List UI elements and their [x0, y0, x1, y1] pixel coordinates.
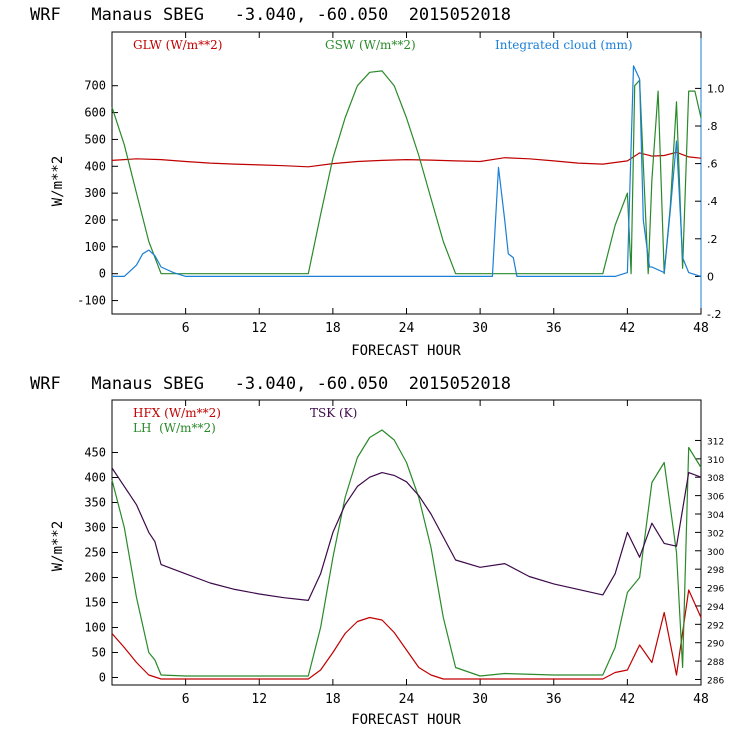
top-x-tick-label: 42 — [620, 321, 636, 336]
bottom-x-tick-label: 24 — [399, 692, 415, 707]
bottom-right-tick-label: 292 — [707, 621, 724, 631]
bottom-chart-title: WRF Manaus SBEG -3.040, -60.050 20150520… — [30, 374, 511, 394]
top-plot-frame — [111, 31, 702, 315]
bottom-right-tick-label: 298 — [707, 566, 724, 576]
bottom-plot-frame — [111, 399, 702, 686]
top-chart-title: WRF Manaus SBEG -3.040, -60.050 20150520… — [30, 5, 511, 25]
legend-integrated-cloud: Integrated cloud (mm) — [495, 38, 633, 52]
top-y-tick-label: 700 — [84, 79, 106, 93]
legend-lh: LH (W/m**2) — [133, 421, 216, 435]
bottom-x-tick-label: 42 — [620, 692, 636, 707]
bottom-right-tick-label: 300 — [707, 548, 724, 558]
bottom-right-tick-label: 310 — [707, 456, 724, 466]
bottom-x-tick-label: 6 — [182, 692, 190, 707]
legend-hfx: HFX (W/m**2) — [133, 406, 221, 420]
top-right-tick-label: 0 — [707, 270, 714, 283]
bottom-right-tick-label: 308 — [707, 474, 724, 484]
bottom-right-tick-label: 294 — [707, 603, 724, 613]
bottom-right-tick-label: 312 — [707, 437, 724, 447]
top-y-tick-label: 400 — [84, 159, 106, 173]
legend-glw: GLW (W/m**2) — [133, 38, 222, 52]
bottom-y-tick-label: 450 — [84, 446, 106, 460]
top-chart: WRF Manaus SBEG -3.040, -60.050 20150520… — [30, 5, 725, 359]
bottom-y-ticks: 0 50 100 150 200 250 300 350 400 450 — [84, 446, 118, 685]
top-right-tick-label: .4 — [707, 195, 718, 208]
top-series-line-integrated — [112, 65, 702, 277]
bottom-right-tick-label: 288 — [707, 658, 724, 668]
bottom-right-tick-label: 296 — [707, 585, 724, 595]
top-series-line-glw — [111, 151, 702, 168]
top-y-tick-label: 600 — [84, 106, 106, 120]
legend-gsw: GSW (W/m**2) — [325, 38, 416, 52]
bottom-y-tick-label: 0 — [99, 671, 106, 685]
bottom-y-tick-label: 400 — [84, 471, 106, 485]
top-x-tick-label: 48 — [693, 321, 709, 336]
top-series-group — [111, 65, 702, 277]
top-right-tick-label: .8 — [707, 120, 718, 133]
bottom-series-line-lh — [111, 429, 702, 677]
bottom-x-tick-label: 18 — [325, 692, 341, 707]
bottom-y-tick-label: 150 — [84, 596, 106, 610]
legend-tsk: TSK (K) — [310, 406, 357, 420]
top-y-tick-label: 200 — [84, 213, 106, 227]
bottom-y-tick-label: 100 — [84, 621, 106, 635]
bottom-right-tick-label: 286 — [707, 676, 724, 686]
top-x-tick-label: 12 — [251, 321, 267, 336]
bottom-right-ticks: 286 288 290 292 294 296 298 300 302 304 306 308 310 3… — [695, 437, 724, 686]
bottom-x-tick-label: 30 — [472, 692, 488, 707]
bottom-series-line-hfx — [111, 589, 702, 680]
bottom-right-tick-label: 304 — [707, 511, 724, 521]
top-series-line-gsw — [111, 70, 702, 275]
bottom-right-tick-label: 306 — [707, 493, 724, 503]
bottom-y-tick-label: 250 — [84, 546, 106, 560]
bottom-chart: WRF Manaus SBEG -3.040, -60.050 20150520… — [30, 374, 724, 728]
bottom-series-line-tsk — [111, 467, 702, 601]
top-x-tick-label: 18 — [325, 321, 341, 336]
top-right-tick-label: -.2 — [707, 308, 721, 321]
top-x-axis-label: FORECAST HOUR — [351, 343, 461, 359]
bottom-x-tick-label: 48 — [693, 692, 709, 707]
bottom-x-tick-label: 12 — [251, 692, 267, 707]
bottom-x-axis-label: FORECAST HOUR — [351, 712, 461, 728]
top-x-tick-label: 30 — [472, 321, 488, 336]
top-right-ticks: -.2 0 .2 .4 .6 .8 1.0 — [695, 82, 725, 321]
top-y-tick-label: 0 — [99, 267, 106, 281]
bottom-y-axis-label: W/m**2 — [50, 521, 66, 572]
top-x-ticks: 6 12 18 24 30 36 42 48 — [182, 32, 709, 336]
top-right-tick-label: 1.0 — [707, 82, 725, 95]
top-y-tick-label: 100 — [84, 240, 106, 254]
bottom-right-tick-label: 290 — [707, 640, 724, 650]
bottom-x-ticks: 6 12 18 24 30 36 42 48 — [182, 400, 709, 707]
top-y-axis-label: W/m**2 — [50, 156, 66, 207]
bottom-x-tick-label: 36 — [546, 692, 562, 707]
bottom-y-tick-label: 200 — [84, 571, 106, 585]
bottom-y-tick-label: 300 — [84, 521, 106, 535]
top-x-tick-label: 24 — [399, 321, 415, 336]
top-y-tick-label: 300 — [84, 186, 106, 200]
top-x-tick-label: 36 — [546, 321, 562, 336]
top-right-tick-label: .2 — [707, 233, 718, 246]
top-y-ticks: -100 0 100 200 300 400 500 600 700 — [77, 79, 118, 308]
bottom-y-tick-label: 50 — [92, 646, 106, 660]
top-right-tick-label: .6 — [707, 158, 718, 171]
bottom-y-tick-label: 350 — [84, 496, 106, 510]
top-y-tick-label: 500 — [84, 132, 106, 146]
top-y-tick-label: -100 — [77, 294, 106, 308]
bottom-right-tick-label: 302 — [707, 529, 724, 539]
top-x-tick-label: 6 — [182, 321, 190, 336]
bottom-series-group — [111, 429, 702, 680]
